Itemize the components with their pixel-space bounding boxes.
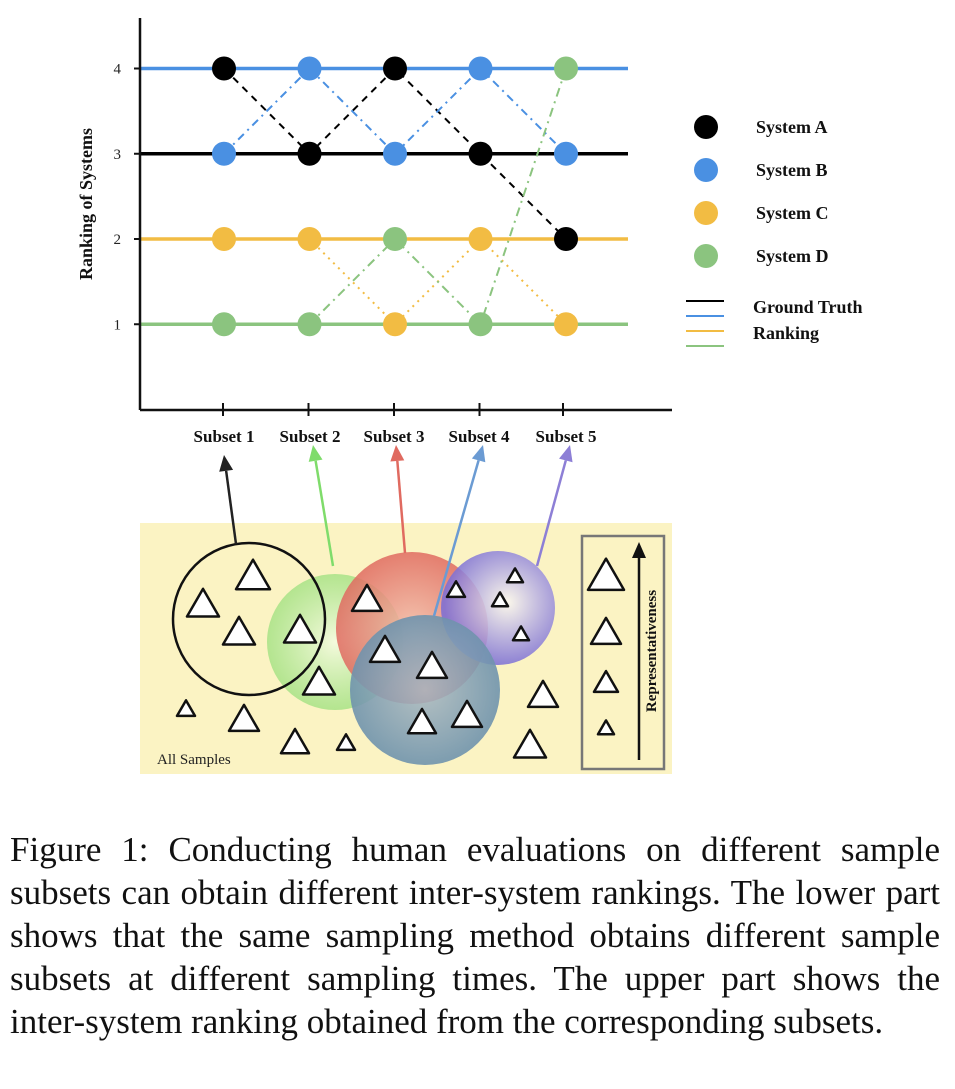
sample-triangle-icon (175, 699, 197, 718)
point-system-c-subset-3 (383, 312, 407, 337)
subset-5-arrowhead-icon (559, 445, 573, 463)
y-tick-label: 2 (114, 232, 122, 248)
all-samples-label: All Samples (157, 752, 231, 768)
x-tick-label: Subset 3 (364, 427, 425, 446)
sample-triangle-icon (415, 650, 449, 680)
subset-3-arrow (396, 460, 407, 554)
legend-label-system-b: System B (756, 160, 828, 180)
subset-2-arrow (314, 460, 335, 567)
representativeness-triangle-icon (586, 557, 626, 592)
y-ticks: 1 2 3 4 (114, 62, 140, 333)
sample-triangle-icon (221, 615, 257, 646)
point-system-d-subset-4 (468, 312, 493, 337)
point-system-b-subset-2 (297, 56, 322, 81)
series-points (212, 56, 578, 337)
legend-label-system-c: System C (756, 203, 829, 223)
point-system-a-subset-2 (297, 141, 322, 166)
sample-triangle-icon (490, 591, 510, 608)
subset-4-circle (350, 615, 500, 765)
sample-triangles (175, 558, 560, 759)
point-system-d-subset-1 (212, 312, 236, 337)
point-system-d-subset-3 (383, 227, 407, 251)
sample-triangle-icon (512, 728, 548, 759)
legend-ranking-label: Ranking (753, 323, 819, 343)
sample-triangle-icon (282, 613, 318, 644)
point-system-a-subset-3 (383, 56, 407, 81)
sample-triangle-icon (406, 707, 438, 735)
legend: System A System B System C System D Ground T… (686, 115, 863, 347)
sample-triangle-icon (335, 733, 357, 752)
representativeness-triangle-icon (589, 616, 623, 646)
point-system-d-subset-5 (554, 56, 578, 81)
representativeness-label: Representativeness (644, 590, 660, 712)
point-system-b-subset-4 (468, 56, 493, 81)
x-ticks: Subset 1 Subset 2 Subset 3 Subset 4 Subset 5 (194, 403, 597, 446)
sample-triangle-icon (227, 703, 261, 733)
representativeness-triangle-icon (596, 719, 616, 736)
point-system-d-subset-2 (297, 312, 322, 337)
representativeness-triangle-icon (592, 669, 620, 694)
point-system-a-subset-1 (212, 56, 236, 81)
subset-4-arrow (432, 460, 480, 617)
x-tick-label: Subset 5 (536, 427, 597, 446)
representativeness-box (580, 534, 666, 771)
y-tick-label: 1 (114, 317, 122, 333)
x-tick-label: Subset 2 (280, 427, 341, 446)
sample-triangle-icon (350, 583, 384, 613)
sample-triangle-icon (450, 699, 484, 729)
y-axis-label: Ranking of Systems (76, 128, 96, 280)
ground-truth-lines (140, 66, 628, 326)
point-system-a-subset-5 (554, 227, 578, 251)
subset-4-arrowhead-icon (471, 445, 486, 463)
sample-triangle-icon (279, 727, 311, 755)
sampling-diagram: All Samples Representativeness (140, 445, 672, 774)
point-system-c-subset-1 (212, 227, 236, 251)
subset-5-arrow (535, 460, 567, 567)
sample-triangle-icon (445, 580, 467, 599)
x-tick-label: Subset 1 (194, 427, 255, 446)
sample-triangle-icon (185, 587, 221, 618)
sample-triangle-icon (511, 625, 531, 642)
series-line-system-b (223, 67, 567, 156)
subset-2-arrowhead-icon (308, 445, 323, 462)
legend-label-system-a: System A (756, 117, 828, 137)
subset-1-circle (171, 541, 327, 697)
subset-1-arrowhead-icon (219, 455, 234, 472)
series-lines (223, 67, 567, 327)
point-system-b-subset-1 (212, 141, 236, 166)
representativeness-triangles (586, 557, 626, 736)
subset-arrows (219, 445, 573, 617)
series-line-system-d (224, 68, 567, 327)
point-system-b-subset-5 (554, 141, 578, 166)
legend-ground-truth-label: Ground Truth (753, 297, 863, 317)
series-line-system-c (224, 237, 567, 326)
sample-triangle-icon (505, 567, 525, 584)
subset-3-arrowhead-icon (390, 445, 405, 462)
y-tick-label: 4 (114, 62, 122, 78)
legend-label-system-d: System D (756, 246, 829, 266)
subset-1-arrow (224, 470, 238, 545)
point-system-a-subset-4 (468, 141, 493, 166)
series-line-system-a (223, 67, 567, 240)
sample-triangle-icon (234, 558, 272, 591)
sample-triangle-icon (526, 679, 560, 709)
legend-marker-system-b (694, 158, 718, 182)
sample-triangle-icon (368, 634, 402, 664)
legend-marker-system-d (694, 244, 718, 268)
figure-caption: Figure 1: Conducting human evaluations o… (10, 830, 940, 1041)
point-system-b-subset-3 (383, 141, 407, 166)
point-system-c-subset-5 (554, 312, 578, 337)
legend-marker-system-c (694, 201, 718, 225)
point-system-c-subset-2 (297, 227, 322, 251)
legend-marker-system-a (694, 115, 718, 139)
point-system-c-subset-4 (468, 227, 493, 251)
sample-triangle-icon (301, 665, 337, 696)
representativeness-arrowhead-icon (632, 542, 646, 558)
y-tick-label: 3 (114, 147, 122, 163)
x-tick-label: Subset 4 (449, 427, 510, 446)
